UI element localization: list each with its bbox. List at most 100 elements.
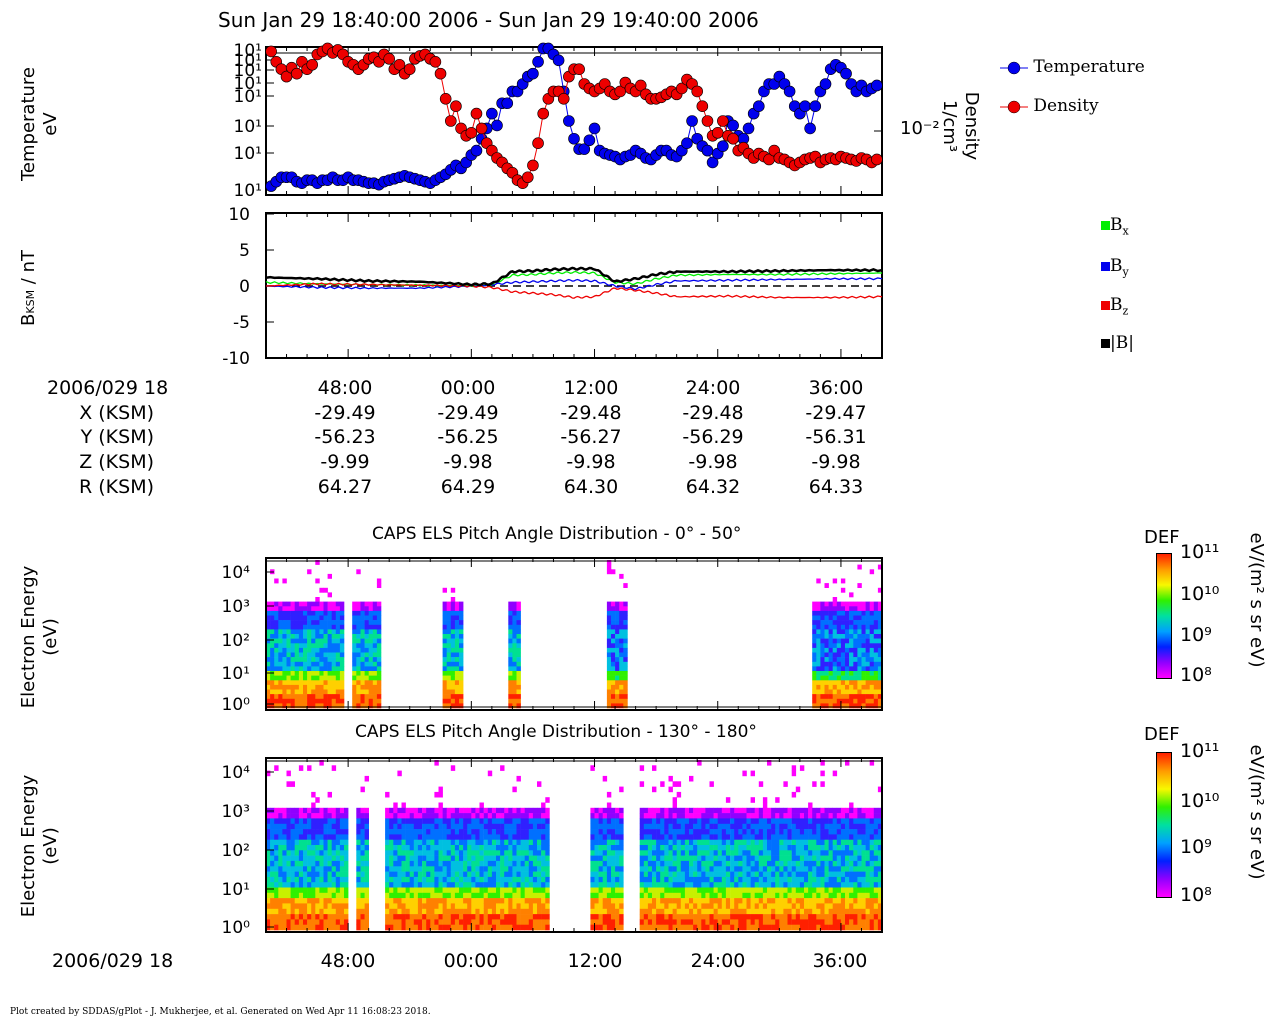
spectrogram-cell xyxy=(364,919,369,925)
spectrogram-cell xyxy=(335,903,341,909)
data-point xyxy=(434,67,447,80)
spectrogram-cell xyxy=(873,624,879,630)
spectrogram-cell xyxy=(426,871,431,878)
spectrogram-cell xyxy=(840,882,846,888)
spectrogram-cell xyxy=(713,876,718,883)
spectrogram-cell xyxy=(368,629,374,635)
spectrogram-cell xyxy=(438,786,443,793)
spectrogram-cell xyxy=(615,675,620,681)
spectrogram-cell xyxy=(873,661,879,667)
spectrogram-cell xyxy=(496,919,501,925)
spectrogram-cell xyxy=(647,823,653,830)
spectrogram-cell xyxy=(656,829,661,835)
spectrogram-cell xyxy=(266,629,271,635)
spectrogram-cell xyxy=(438,807,443,814)
spectrogram-cell xyxy=(865,903,870,909)
spectrogram-cell xyxy=(849,860,854,867)
spectrogram-cell xyxy=(282,876,287,883)
spectrogram-cell xyxy=(303,892,308,899)
spectrogram-cell xyxy=(647,924,653,931)
spectrogram-cell xyxy=(311,680,316,686)
spectrogram-cell xyxy=(491,818,497,824)
spectrogram-cell xyxy=(615,887,620,894)
spectrogram-cell xyxy=(368,666,374,672)
spectrogram-cell xyxy=(294,839,300,846)
spectrogram-cell xyxy=(795,850,801,856)
spectrogram-cell xyxy=(861,680,866,686)
spectrogram-cell xyxy=(660,866,665,872)
spectrogram-cell xyxy=(853,671,858,676)
spectrogram-cell xyxy=(454,666,460,672)
spectrogram-cell xyxy=(442,839,447,846)
spectrogram-cell xyxy=(434,813,439,819)
spectrogram-cell xyxy=(426,813,431,819)
panel1-right-tick: 10⁻² xyxy=(900,118,940,139)
spectrogram-cell xyxy=(368,689,374,695)
spectrogram-cell xyxy=(787,850,792,856)
spectrogram-cell xyxy=(479,813,484,819)
spectrogram-cell xyxy=(290,829,295,835)
spectrogram-cell xyxy=(442,924,447,931)
spectrogram-cell xyxy=(783,807,788,814)
spectrogram-cell xyxy=(799,860,805,867)
spectrogram-cell xyxy=(771,892,776,899)
spectrogram-cell xyxy=(693,813,698,819)
spectrogram-cell xyxy=(590,855,595,862)
y-tick-label: 10⁰ xyxy=(222,918,251,938)
spectrogram-cell xyxy=(450,647,456,653)
spectrogram-cell xyxy=(820,615,825,621)
spectrogram-cell xyxy=(832,689,838,695)
spectrogram-cell xyxy=(656,876,661,883)
spectrogram-cell xyxy=(270,834,275,840)
spectrogram-cell xyxy=(422,903,427,909)
spectrogram-cell xyxy=(327,850,332,856)
spectrogram-cell xyxy=(298,671,304,676)
spectrogram-cell xyxy=(865,845,870,851)
spectrogram-cell xyxy=(725,871,731,878)
data-point xyxy=(717,140,729,152)
spectrogram-cell xyxy=(298,892,304,899)
spectrogram-cell xyxy=(877,834,883,840)
spectrogram-cell xyxy=(389,823,394,830)
y-tick-label: 10² xyxy=(222,631,250,651)
spectrogram-cell xyxy=(812,898,817,904)
spectrogram-cell xyxy=(734,829,739,835)
spectrogram-cell xyxy=(483,807,489,814)
spectrogram-cell xyxy=(397,860,402,867)
spectrogram-cell xyxy=(643,834,649,840)
spectrogram-cell xyxy=(721,924,727,931)
spectrogram-cell xyxy=(282,601,287,607)
spectrogram-cell xyxy=(446,634,452,639)
spectrogram-cell xyxy=(270,823,275,830)
spectrogram-cell xyxy=(426,892,431,899)
data-point xyxy=(537,107,550,120)
spectrogram-cell xyxy=(820,892,825,899)
spectrogram-cell xyxy=(853,834,858,840)
spectrogram-cell xyxy=(516,882,521,888)
spectrogram-cell xyxy=(397,770,402,777)
spectrogram-cell xyxy=(762,807,768,814)
spectrogram-cell xyxy=(701,898,706,904)
spectrogram-cell xyxy=(820,903,825,909)
spectrogram-cell xyxy=(615,871,620,878)
spectrogram-cell xyxy=(339,860,345,867)
spectrogram-cell xyxy=(442,689,447,695)
spectrogram-cell xyxy=(758,903,764,909)
spectrogram-cell xyxy=(869,871,875,878)
spectrogram-cell xyxy=(331,876,337,883)
spectrogram-cell xyxy=(266,829,271,835)
spectrogram-cell xyxy=(475,882,480,888)
spectrogram-cell xyxy=(541,860,546,867)
spectrogram-cell xyxy=(816,652,821,658)
spectrogram-cell xyxy=(528,860,534,867)
spectrogram-cell xyxy=(298,807,304,814)
spectrogram-cell xyxy=(311,684,316,690)
spectrogram-cell xyxy=(389,924,394,931)
spectrogram-cell xyxy=(438,871,443,878)
spectrogram-cell xyxy=(286,882,291,888)
spectrogram-cell xyxy=(598,876,603,883)
spectrogram-cell xyxy=(532,845,538,851)
spectrogram-cell xyxy=(598,866,603,872)
spectrogram-cell xyxy=(290,652,295,658)
spectrogram-cell xyxy=(385,823,390,830)
